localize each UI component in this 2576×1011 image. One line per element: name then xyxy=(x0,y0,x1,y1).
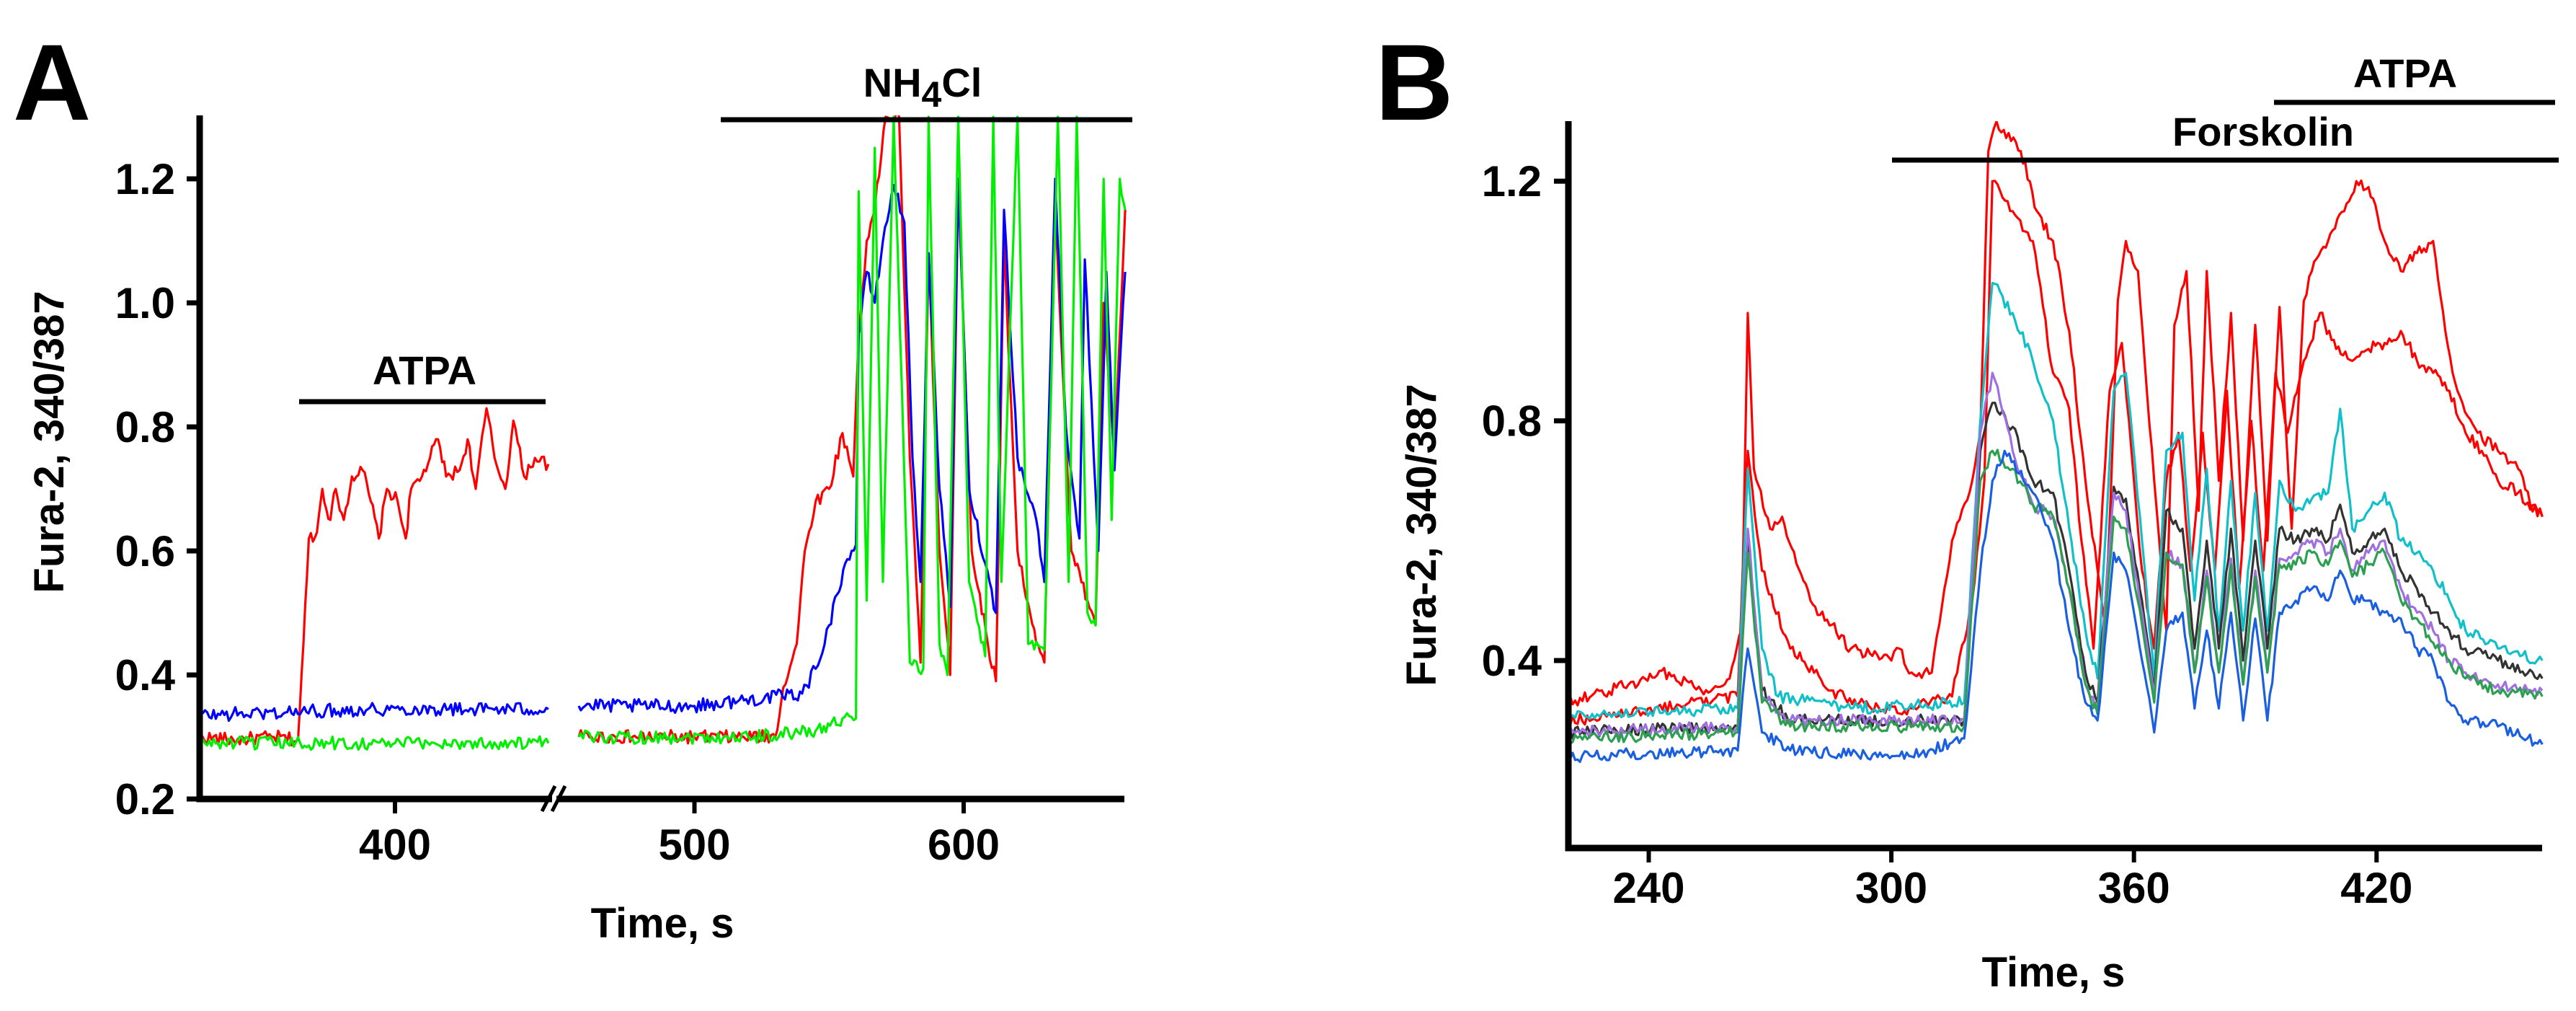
trace-a-green-segment-2 xyxy=(577,115,1127,746)
panel-label-b: B xyxy=(1375,22,1453,143)
x-tick-label: 600 xyxy=(928,821,1000,869)
trace-a-green-segment-1 xyxy=(202,735,550,751)
atpa-label-a: ATPA xyxy=(373,348,476,393)
trace-a-blue-segment-2 xyxy=(577,177,1127,715)
x-axis-label-a: Time, s xyxy=(591,900,734,947)
x-tick-label: 240 xyxy=(1612,864,1684,912)
x-ticks-b: 240 300 360 420 xyxy=(1612,848,2412,912)
atpa-label-b: ATPA xyxy=(2353,50,2457,96)
y-tick-label: 0.8 xyxy=(1482,397,1542,446)
trace-b-blue xyxy=(1571,449,2544,764)
panel-b: B Fura-2, 340/387 Time, s 0.4 0.8 1.2 240 3… xyxy=(1375,22,2559,996)
x-tick-label: 500 xyxy=(658,821,730,869)
x-tick-label: 360 xyxy=(2098,864,2170,912)
traces-a xyxy=(202,115,1127,751)
trace-b-green xyxy=(1571,449,2544,745)
y-tick-label: 1.0 xyxy=(115,279,175,327)
trace-a-red-segment-1 xyxy=(202,407,550,747)
x-ticks-a: 400 500 600 xyxy=(359,799,1000,869)
y-axis-label-a: Fura-2, 340/387 xyxy=(26,291,73,593)
y-axis-label-b: Fura-2, 340/387 xyxy=(1398,384,1445,686)
y-ticks-a: 0.2 0.4 0.6 0.8 1.0 1.2 xyxy=(115,155,200,824)
trace-a-blue-segment-1 xyxy=(202,702,549,723)
panel-a: A Fura-2, 340/387 Time, s 0.2 0.4 0.6 0.8 1.… xyxy=(13,22,1132,947)
y-tick-label: 0.4 xyxy=(1482,637,1542,685)
y-tick-label: 0.2 xyxy=(115,775,175,824)
traces-b xyxy=(1571,121,2544,764)
trace-b-red-1 xyxy=(1571,121,2544,707)
axes-a xyxy=(196,115,1124,803)
forskolin-label: Forskolin xyxy=(2172,109,2354,154)
y-tick-label: 0.4 xyxy=(115,651,176,699)
x-tick-label: 300 xyxy=(1855,864,1927,912)
trace-b-cyan xyxy=(1571,281,2544,720)
y-tick-label: 1.2 xyxy=(1482,157,1542,206)
axes-b xyxy=(1565,121,2542,852)
y-tick-label: 1.2 xyxy=(115,155,175,203)
x-axis-label-b: Time, s xyxy=(1982,949,2126,996)
x-tick-label: 400 xyxy=(359,821,431,869)
y-tick-label: 0.6 xyxy=(115,527,175,575)
panel-label-a: A xyxy=(13,22,91,143)
y-ticks-b: 0.4 0.8 1.2 xyxy=(1482,157,1568,685)
nh4cl-label: NH4Cl xyxy=(863,60,982,115)
x-tick-label: 420 xyxy=(2340,864,2412,912)
axis-break-mark xyxy=(540,785,567,813)
trace-b-red-2 xyxy=(1571,180,2544,726)
y-tick-label: 0.8 xyxy=(115,403,175,451)
